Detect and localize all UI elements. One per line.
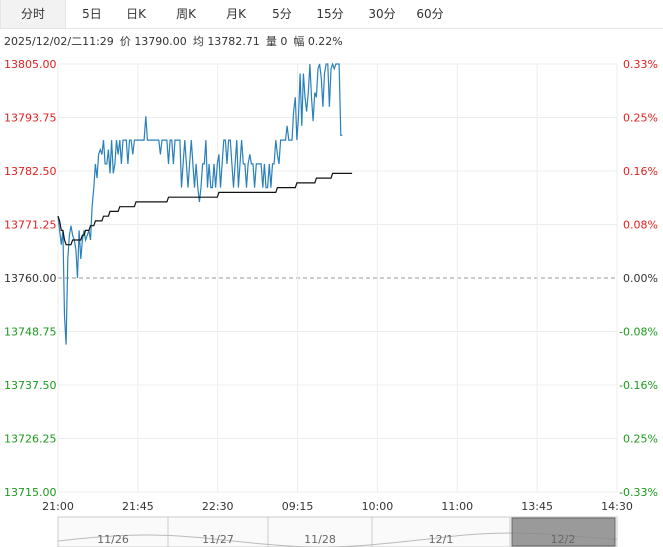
tab-4[interactable]: 周K [176, 7, 196, 21]
info-avg: 均 13782.71 [192, 35, 260, 48]
series-avg-line [57, 172, 353, 246]
y-tick-label-right: 0.16% [623, 165, 658, 178]
tab-3[interactable]: 日K [126, 7, 146, 21]
tab-7[interactable]: 15分 [316, 7, 344, 21]
y-tick-label-right: 0.00% [623, 272, 658, 285]
y-tick-label-right: 0.25% [623, 433, 658, 446]
quote-info-bar: 2025/12/02/二11:29 价 13790.00 均 13782.71 量 0… [4, 33, 349, 49]
navigator-selection[interactable] [511, 517, 616, 547]
series-price-line [57, 62, 343, 345]
info-volume: 量 0 [265, 35, 288, 48]
tab-5[interactable]: 月K [226, 7, 246, 21]
y-tick-label: 13748.75 [4, 326, 57, 339]
info-change: 幅 0.22% [293, 35, 343, 48]
navigator-label: 11/28 [304, 533, 336, 546]
y-tick-label: 13726.25 [4, 433, 57, 446]
y-tick-label: 13782.50 [4, 165, 57, 178]
tab-9[interactable]: 60分 [416, 7, 444, 21]
tab-6[interactable]: 5分 [272, 7, 292, 21]
navigator-label: 12/2 [551, 533, 576, 546]
y-tick-label-right: -0.08% [619, 326, 658, 339]
info-price: 价 13790.00 [119, 35, 187, 48]
x-tick-label: 13:45 [521, 500, 553, 513]
navigator-label: 11/27 [202, 533, 234, 546]
y-tick-label-right: 0.33% [623, 58, 658, 71]
y-tick-label-right: -0.16% [619, 379, 658, 392]
y-tick-label: 13771.25 [4, 219, 57, 232]
x-tick-label: 22:30 [202, 500, 234, 513]
x-tick-label: 21:00 [42, 500, 74, 513]
navigator-label: 12/1 [429, 533, 454, 546]
x-tick-label: 11:00 [441, 500, 473, 513]
y-tick-label-right: 0.25% [623, 112, 658, 125]
y-tick-label: 13793.75 [4, 112, 57, 125]
tab-8[interactable]: 30分 [368, 7, 396, 21]
y-tick-label: 13715.00 [4, 486, 57, 499]
y-tick-label: 13737.50 [4, 379, 57, 392]
info-datetime: 2025/12/02/二11:29 [4, 35, 114, 48]
x-tick-label: 14:30 [601, 500, 633, 513]
period-tabs: 分时 5日 日K 周K 月K 5分 15分 30分 60分 [0, 0, 663, 29]
x-tick-label: 21:45 [122, 500, 154, 513]
tab-1[interactable]: 分时 [0, 0, 66, 28]
y-tick-label: 13760.00 [4, 272, 57, 285]
x-tick-label: 09:15 [282, 500, 314, 513]
x-tick-label: 10:00 [362, 500, 394, 513]
y-tick-label-right: -0.33% [619, 486, 658, 499]
y-tick-label: 13805.00 [4, 58, 57, 71]
y-tick-label-right: 0.08% [623, 219, 658, 232]
tab-2[interactable]: 5日 [82, 7, 102, 21]
navigator-label: 11/26 [97, 533, 129, 546]
